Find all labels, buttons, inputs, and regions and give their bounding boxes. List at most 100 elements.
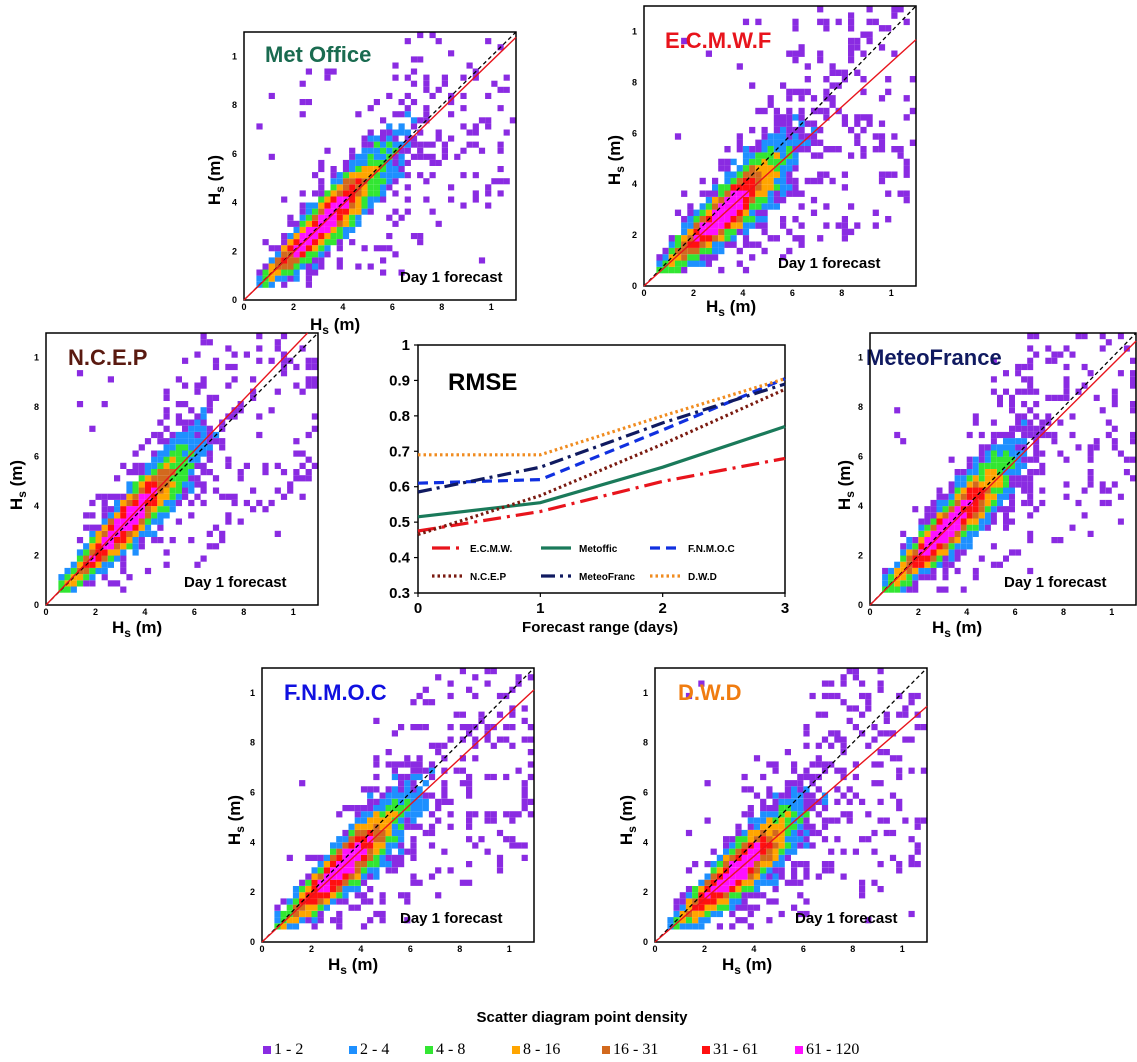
density-cell xyxy=(305,917,312,924)
density-cell xyxy=(101,524,108,531)
density-cell xyxy=(107,376,114,383)
density-cell xyxy=(219,537,226,544)
density-cell xyxy=(741,842,748,849)
density-cell xyxy=(966,506,973,513)
density-cell xyxy=(182,438,189,445)
density-cell xyxy=(126,487,133,494)
density-cell xyxy=(274,245,282,252)
density-cell xyxy=(1045,394,1052,401)
density-cell xyxy=(349,220,356,227)
density-cell xyxy=(323,886,330,893)
density-cell xyxy=(144,481,152,488)
x-tick-label: 3 xyxy=(781,600,789,617)
density-cell xyxy=(885,190,892,197)
density-cell xyxy=(484,848,491,855)
density-cell xyxy=(766,786,773,793)
density-cell xyxy=(163,487,170,494)
density-cell xyxy=(342,892,349,899)
density-cell xyxy=(175,487,182,494)
density-cell xyxy=(780,120,787,127)
density-cell xyxy=(724,203,731,210)
density-cell xyxy=(491,80,498,87)
density-cell xyxy=(798,44,805,51)
density-cell xyxy=(367,848,374,855)
density-cell xyxy=(920,767,927,774)
density-cell xyxy=(206,450,213,457)
density-cell xyxy=(151,469,158,476)
density-cell xyxy=(761,146,768,153)
density-cell xyxy=(416,786,423,793)
density-cell xyxy=(877,861,884,868)
density-cell xyxy=(685,898,693,905)
density-cell xyxy=(274,339,281,346)
density-cell xyxy=(784,848,791,855)
density-cell xyxy=(716,923,723,930)
density-cell xyxy=(188,537,195,544)
density-cell xyxy=(972,456,979,463)
density-cell xyxy=(151,512,158,519)
density-cell xyxy=(336,873,343,880)
y-tick-label: 2 xyxy=(232,246,237,256)
density-cell xyxy=(107,524,114,531)
density-cell xyxy=(936,586,943,593)
density-cell xyxy=(466,62,473,69)
density-cell xyxy=(349,239,356,246)
density-cell xyxy=(766,873,773,880)
density-cell xyxy=(990,450,997,457)
density-cell xyxy=(398,792,405,799)
density-cell xyxy=(293,363,300,371)
density-cell xyxy=(1015,456,1022,463)
density-cell xyxy=(749,196,756,204)
density-cell xyxy=(441,742,448,749)
density-cell xyxy=(330,898,337,905)
density-cell xyxy=(305,239,312,246)
density-cell xyxy=(699,247,706,255)
density-cell xyxy=(83,580,90,587)
density-cell xyxy=(823,107,830,115)
density-cell xyxy=(710,873,717,880)
density-cell xyxy=(1093,444,1100,451)
density-cell xyxy=(355,190,362,197)
density-cell xyxy=(674,235,682,242)
density-cell xyxy=(460,123,467,130)
density-cell xyxy=(674,133,682,140)
density-cell xyxy=(718,158,725,166)
density-cell xyxy=(912,543,919,550)
density-cell xyxy=(132,469,139,476)
density-cell xyxy=(312,251,319,258)
density-cell xyxy=(978,469,985,476)
density-cell xyxy=(459,736,466,743)
density-cell xyxy=(773,139,780,146)
density-cell xyxy=(151,450,158,457)
density-cell xyxy=(773,114,780,121)
density-cell xyxy=(883,717,890,724)
density-cell xyxy=(138,518,145,525)
density-cell xyxy=(460,202,467,209)
density-cell xyxy=(292,898,300,905)
density-cell xyxy=(742,203,750,210)
density-cell xyxy=(380,159,387,166)
density-cell xyxy=(305,898,312,905)
density-cell xyxy=(231,376,238,383)
scatter-panel-met-office: Met Office Day 1 forecast Hs (m) Hs (m) … xyxy=(205,31,517,337)
density-cell xyxy=(747,886,754,893)
density-cell xyxy=(485,202,492,209)
density-cell xyxy=(509,742,516,749)
density-cell xyxy=(772,836,779,843)
svg-text:Hs (m): Hs (m) xyxy=(225,795,247,845)
density-cell xyxy=(89,567,96,575)
density-cell xyxy=(317,861,324,868)
density-cell xyxy=(877,730,884,737)
density-cell xyxy=(730,158,737,166)
density-cell xyxy=(144,493,152,500)
density-cell xyxy=(83,549,90,556)
density-cell xyxy=(918,561,925,568)
density-cell xyxy=(182,382,189,389)
density-cell xyxy=(292,904,300,911)
density-cell xyxy=(379,836,386,843)
density-cell xyxy=(954,475,961,482)
x-tick-label: 1 xyxy=(536,600,544,617)
density-swatch xyxy=(795,1046,803,1054)
density-cell xyxy=(521,736,528,743)
density-cell xyxy=(367,129,374,136)
